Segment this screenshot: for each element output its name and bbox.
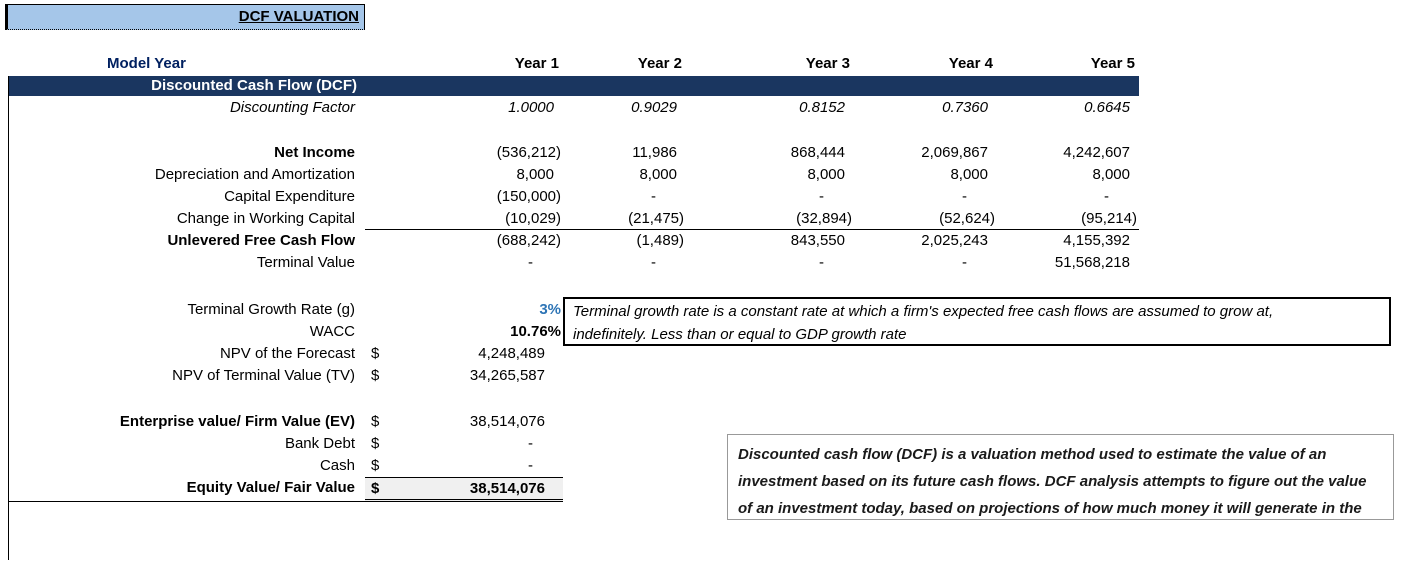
year-3-header[interactable]: Year 3 <box>805 55 850 72</box>
npv-terminal-value[interactable]: 34,265,587 <box>469 367 545 384</box>
currency-symbol[interactable]: $ <box>371 345 380 362</box>
row-label[interactable]: Equity Value/ Fair Value <box>8 477 365 502</box>
cell-value[interactable]: (1,489) <box>636 232 684 249</box>
currency-symbol[interactable]: $ <box>371 413 380 430</box>
equity-value[interactable]: 38,514,076 <box>403 477 563 502</box>
row-npv-terminal-value: NPV of Terminal Value (TV) $ 34,265,587 <box>8 365 563 387</box>
row-wacc: WACC 10.76% <box>8 321 563 343</box>
row-label[interactable]: Depreciation and Amortization <box>154 166 355 183</box>
cash-value[interactable]: - <box>528 457 533 474</box>
dcf-definition-note-box[interactable]: Discounted cash flow (DCF) is a valuatio… <box>727 434 1394 520</box>
npv-forecast-value[interactable]: 4,248,489 <box>478 345 545 362</box>
cell-value[interactable]: (10,029) <box>365 208 563 230</box>
cell-value[interactable]: (32,894) <box>686 208 854 230</box>
row-label[interactable]: Cash <box>319 457 355 474</box>
cell-value[interactable]: (95,214) <box>997 208 1139 230</box>
cell-value[interactable]: - <box>651 254 656 271</box>
cell-value[interactable]: (150,000) <box>496 188 561 205</box>
cell-value[interactable]: 51,568,218 <box>1054 254 1130 271</box>
sheet-title-cell[interactable]: DCF VALUATION <box>5 4 365 30</box>
row-net-income: Net Income (536,212) 11,986 868,444 2,06… <box>8 142 1139 164</box>
cell-value[interactable]: (688,242) <box>496 232 561 249</box>
row-label[interactable]: Terminal Value <box>256 254 355 271</box>
year-1-header[interactable]: Year 1 <box>514 55 559 72</box>
cell-value[interactable]: 8,000 <box>807 166 845 183</box>
note-line: Discounted cash flow (DCF) is a valuatio… <box>738 446 1327 463</box>
wacc-value[interactable]: 10.76% <box>510 323 561 340</box>
year-header-row: Model Year Year 1 Year 2 Year 3 Year 4 Y… <box>8 53 1139 75</box>
cell-value[interactable]: - <box>528 254 533 271</box>
row-unlevered-free-cash-flow: Unlevered Free Cash Flow (688,242) (1,48… <box>8 230 1139 252</box>
row-label[interactable]: Terminal Growth Rate (g) <box>187 301 355 318</box>
cell-value[interactable]: (21,475) <box>563 208 686 230</box>
row-label[interactable]: Enterprise value/ Firm Value (EV) <box>119 413 355 430</box>
row-label[interactable]: Unlevered Free Cash Flow <box>167 232 355 249</box>
cell-value[interactable]: - <box>819 254 824 271</box>
cell-value[interactable]: 11,986 <box>632 144 677 161</box>
cell-value[interactable]: - <box>1104 188 1109 205</box>
cell-value[interactable]: 0.7360 <box>942 99 988 116</box>
row-label[interactable]: Bank Debt <box>284 435 355 452</box>
cell-value[interactable]: - <box>819 188 824 205</box>
row-terminal-value: Terminal Value - - - - 51,568,218 <box>8 252 1139 274</box>
row-label[interactable]: NPV of Terminal Value (TV) <box>172 367 355 384</box>
row-npv-forecast: NPV of the Forecast $ 4,248,489 <box>8 343 563 365</box>
row-change-working-capital: Change in Working Capital (10,029) (21,4… <box>8 208 1139 230</box>
row-cash: Cash $ - <box>8 455 563 477</box>
cell-value[interactable]: 8,000 <box>1092 166 1130 183</box>
cell-value[interactable]: 0.6645 <box>1084 99 1130 116</box>
cell-value[interactable]: (52,624) <box>854 208 997 230</box>
row-terminal-growth-rate: Terminal Growth Rate (g) 3% <box>8 299 563 321</box>
row-capital-expenditure: Capital Expenditure (150,000) - - - - <box>8 186 1139 208</box>
row-equity-value: Equity Value/ Fair Value $ 38,514,076 <box>8 477 563 502</box>
year-2-header[interactable]: Year 2 <box>637 55 682 72</box>
row-depreciation-amortization: Depreciation and Amortization 8,000 8,00… <box>8 164 1139 186</box>
terminal-growth-note-box[interactable]: Terminal growth rate is a constant rate … <box>563 297 1391 346</box>
cell-value[interactable]: 8,000 <box>516 166 554 183</box>
row-enterprise-value: Enterprise value/ Firm Value (EV) $ 38,5… <box>8 411 563 433</box>
cell-value[interactable]: (536,212) <box>496 144 561 161</box>
cell-value[interactable]: 0.8152 <box>799 99 845 116</box>
enterprise-value[interactable]: 38,514,076 <box>469 413 545 430</box>
cell-value[interactable]: - <box>962 188 967 205</box>
note-line: Terminal growth rate is a constant rate … <box>573 303 1274 320</box>
section-header-label: Discounted Cash Flow (DCF) <box>151 77 357 94</box>
cell-value[interactable]: 4,242,607 <box>1063 144 1130 161</box>
currency-symbol[interactable]: $ <box>365 477 403 502</box>
cell-value[interactable]: 1.0000 <box>508 99 554 116</box>
bank-debt-value[interactable]: - <box>528 435 533 452</box>
cell-value[interactable]: 4,155,392 <box>1063 232 1130 249</box>
row-label[interactable]: NPV of the Forecast <box>219 345 355 362</box>
row-label[interactable]: Capital Expenditure <box>224 188 355 205</box>
section-header-banner[interactable]: Discounted Cash Flow (DCF) <box>8 76 1139 96</box>
year-5-header[interactable]: Year 5 <box>1090 55 1135 72</box>
currency-symbol[interactable]: $ <box>371 435 380 452</box>
model-year-label[interactable]: Model Year <box>107 55 186 72</box>
note-line: indefinitely. Less than or equal to GDP … <box>573 326 907 343</box>
terminal-growth-rate-value[interactable]: 3% <box>539 301 561 318</box>
note-line: of an investment today, based on project… <box>738 500 1362 517</box>
cell-value[interactable]: 843,550 <box>790 232 845 249</box>
row-label[interactable]: Discounting Factor <box>229 99 355 116</box>
currency-symbol[interactable]: $ <box>371 457 380 474</box>
cell-value[interactable]: 0.9029 <box>631 99 677 116</box>
currency-symbol[interactable]: $ <box>371 367 380 384</box>
row-discounting-factor: Discounting Factor 1.0000 0.9029 0.8152 … <box>8 97 1139 119</box>
year-4-header[interactable]: Year 4 <box>948 55 993 72</box>
cell-value[interactable]: 2,025,243 <box>921 232 988 249</box>
cell-value[interactable]: 2,069,867 <box>921 144 988 161</box>
row-bank-debt: Bank Debt $ - <box>8 433 563 455</box>
cell-value[interactable]: - <box>962 254 967 271</box>
row-label[interactable]: Net Income <box>274 144 355 161</box>
cell-value[interactable]: 868,444 <box>790 144 845 161</box>
cell-value[interactable]: - <box>651 188 656 205</box>
note-line: investment based on its future cash flow… <box>738 473 1367 490</box>
cell-value[interactable]: 8,000 <box>639 166 677 183</box>
print-area-left-border <box>8 76 9 560</box>
row-label[interactable]: Change in Working Capital <box>176 210 355 227</box>
cell-value[interactable]: 8,000 <box>950 166 988 183</box>
row-label[interactable]: WACC <box>309 323 355 340</box>
